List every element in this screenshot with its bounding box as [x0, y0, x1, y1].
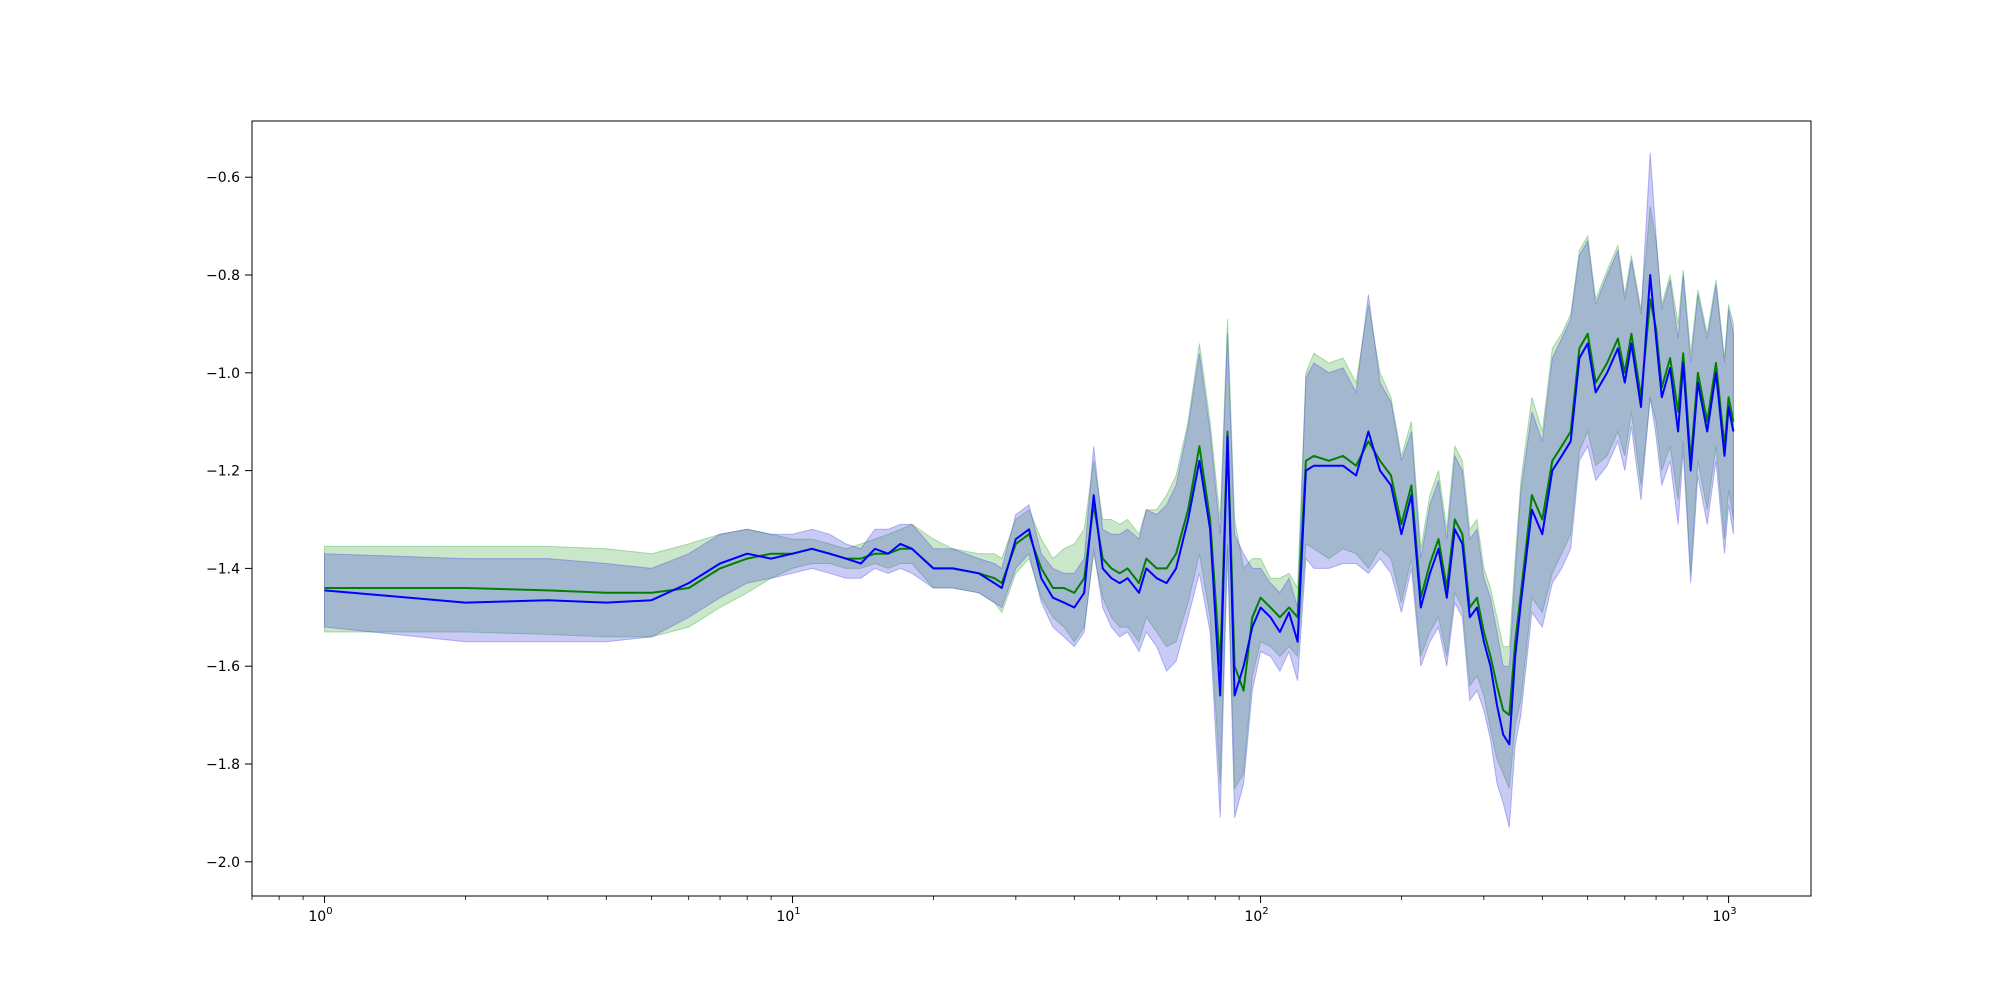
x-tick-label-4: 103 [1712, 906, 1736, 925]
y-tick-label-5: −1.4 [206, 561, 240, 577]
y-axis: −0.6 −0.8 −1.0 −1.2 −1.4 −1.6 −1.8 −2.0 [206, 170, 252, 871]
plot-frame [251, 120, 1812, 897]
y-tick-label-3: −1.0 [206, 366, 240, 382]
y-tick-label-2: −0.8 [206, 268, 240, 284]
series-lines [324, 274, 1735, 746]
x-tick-exponent-1: 0 [326, 906, 332, 917]
x-tick-label-1: 100 [308, 906, 332, 925]
x-tick-exponent-3: 2 [1262, 906, 1268, 917]
y-tick-label-4: −1.2 [206, 464, 240, 480]
y-tick-label-1: −0.6 [206, 170, 240, 186]
confidence-band-2 [324, 152, 1734, 828]
x-tick-label-3: 102 [1244, 906, 1268, 925]
x-tick-label-2: 101 [776, 906, 800, 925]
x-tick-exponent-4: 3 [1730, 906, 1736, 917]
x-axis: 100 101 102 103 [251, 896, 1737, 925]
confidence-bands [324, 152, 1734, 828]
y-tick-label-7: −1.8 [206, 757, 240, 773]
y-tick-label-8: −2.0 [206, 855, 240, 871]
x-tick-exponent-2: 1 [794, 906, 800, 917]
confidence-band-1 [324, 206, 1734, 791]
series-line-2 [324, 274, 1735, 746]
y-tick-label-6: −1.6 [206, 659, 240, 675]
